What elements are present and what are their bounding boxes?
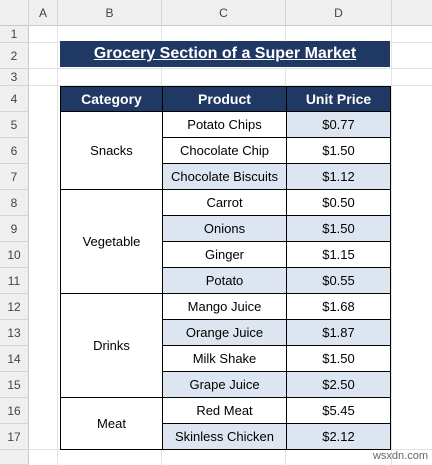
price-cell[interactable]: $1.50	[286, 345, 391, 372]
price-cell[interactable]: $2.12	[286, 423, 391, 450]
header-category[interactable]: Category	[60, 86, 163, 112]
gridline	[57, 26, 58, 465]
gridline	[29, 68, 432, 69]
category-cell-snacks[interactable]: Snacks	[60, 111, 163, 190]
select-all-corner[interactable]	[0, 0, 29, 26]
product-cell[interactable]: Orange Juice	[162, 319, 287, 346]
product-cell[interactable]: Chocolate Chip	[162, 137, 287, 164]
column-header-blank	[392, 0, 432, 26]
product-cell[interactable]: Potato Chips	[162, 111, 287, 138]
price-cell[interactable]: $0.50	[286, 189, 391, 216]
price-cell[interactable]: $5.45	[286, 397, 391, 424]
column-header-d[interactable]: D	[286, 0, 392, 26]
row-header[interactable]: 2	[0, 43, 29, 69]
row-header[interactable]: 8	[0, 190, 29, 216]
row-header[interactable]: 13	[0, 320, 29, 346]
row-header-blank	[0, 450, 29, 465]
product-cell[interactable]: Grape Juice	[162, 371, 287, 398]
header-unit-price[interactable]: Unit Price	[286, 86, 391, 112]
price-cell[interactable]: $1.15	[286, 241, 391, 268]
row-header[interactable]: 9	[0, 216, 29, 242]
table-title[interactable]: Grocery Section of a Super Market	[60, 41, 390, 67]
product-cell[interactable]: Carrot	[162, 189, 287, 216]
row-header[interactable]: 6	[0, 138, 29, 164]
price-cell[interactable]: $1.68	[286, 293, 391, 320]
product-cell[interactable]: Chocolate Biscuits	[162, 163, 287, 190]
product-cell[interactable]: Mango Juice	[162, 293, 287, 320]
price-cell[interactable]: $1.12	[286, 163, 391, 190]
gridline	[29, 85, 432, 86]
price-cell[interactable]: $0.55	[286, 267, 391, 294]
row-header[interactable]: 17	[0, 424, 29, 450]
category-cell-vegetable[interactable]: Vegetable	[60, 189, 163, 294]
product-cell[interactable]: Ginger	[162, 241, 287, 268]
row-header[interactable]: 5	[0, 112, 29, 138]
price-cell[interactable]: $1.50	[286, 137, 391, 164]
price-cell[interactable]: $2.50	[286, 371, 391, 398]
product-cell[interactable]: Red Meat	[162, 397, 287, 424]
row-header[interactable]: 11	[0, 268, 29, 294]
price-cell[interactable]: $0.77	[286, 111, 391, 138]
price-cell[interactable]: $1.87	[286, 319, 391, 346]
gridline	[391, 26, 392, 465]
column-header-b[interactable]: B	[58, 0, 162, 26]
category-cell-meat[interactable]: Meat	[60, 397, 163, 450]
category-cell-drinks[interactable]: Drinks	[60, 293, 163, 398]
product-cell[interactable]: Milk Shake	[162, 345, 287, 372]
watermark: wsxdn.com	[372, 450, 428, 462]
row-header[interactable]: 14	[0, 346, 29, 372]
product-cell[interactable]: Skinless Chicken	[162, 423, 287, 450]
column-header-c[interactable]: C	[162, 0, 286, 26]
price-cell[interactable]: $1.50	[286, 215, 391, 242]
row-header[interactable]: 12	[0, 294, 29, 320]
column-header-a[interactable]: A	[29, 0, 58, 26]
row-header[interactable]: 10	[0, 242, 29, 268]
row-header[interactable]: 1	[0, 26, 29, 43]
row-header[interactable]: 4	[0, 86, 29, 112]
product-cell[interactable]: Potato	[162, 267, 287, 294]
header-product[interactable]: Product	[162, 86, 287, 112]
row-header[interactable]: 16	[0, 398, 29, 424]
row-header[interactable]: 7	[0, 164, 29, 190]
product-cell[interactable]: Onions	[162, 215, 287, 242]
row-header[interactable]: 15	[0, 372, 29, 398]
row-header[interactable]: 3	[0, 69, 29, 86]
